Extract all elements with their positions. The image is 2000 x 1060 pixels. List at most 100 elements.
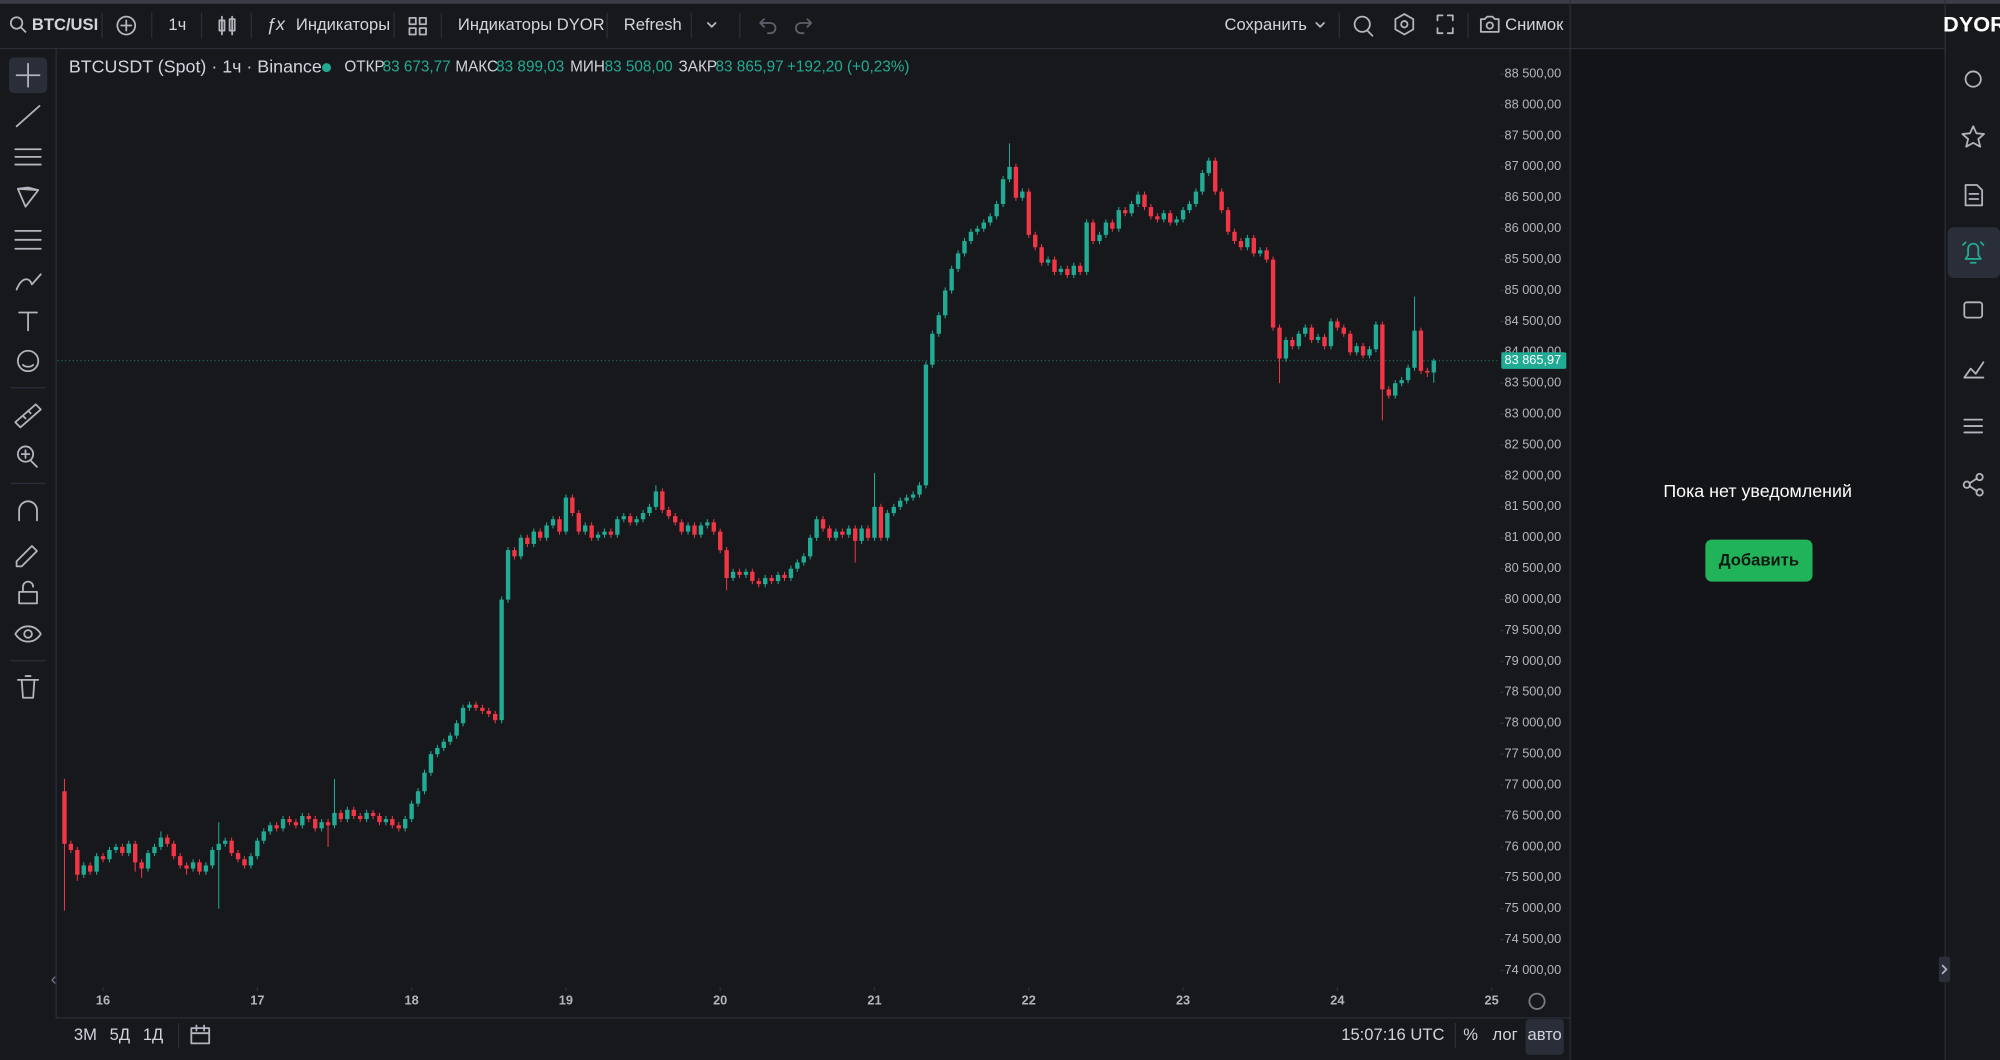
text-tool[interactable] [18, 311, 38, 332]
share-icon[interactable] [1962, 480, 1971, 489]
candle-body [846, 528, 851, 535]
zoom-tool[interactable] [16, 445, 35, 463]
y-tick-label: 78 000,00 [1504, 715, 1561, 730]
candle-body [306, 815, 311, 820]
lock-drawing-tool[interactable] [15, 545, 38, 568]
watchlist-icon[interactable] [1961, 125, 1985, 148]
chart-type-icon[interactable] [218, 15, 236, 36]
search-icon[interactable] [9, 16, 24, 30]
undo-icon[interactable] [759, 18, 777, 35]
list-icon[interactable] [1963, 418, 1984, 434]
candle-body [531, 531, 536, 544]
candle-body [1348, 333, 1353, 353]
log-toggle[interactable]: лог [1493, 1025, 1518, 1044]
close-value: 83 865,97 [716, 59, 784, 76]
interval[interactable]: 1ч [168, 15, 186, 34]
candle-body [1322, 336, 1327, 347]
trendline-tool[interactable] [15, 104, 41, 128]
share-links [1968, 477, 1978, 492]
y-tick-label: 75 500,00 [1504, 869, 1561, 884]
candle-body [1393, 383, 1398, 396]
refresh[interactable]: Refresh [624, 15, 682, 34]
fullscreen-icon[interactable] [1436, 14, 1454, 35]
redo-icon[interactable] [795, 18, 813, 35]
more-chevron[interactable] [707, 22, 717, 28]
candle-body [396, 825, 401, 829]
fib-tool[interactable] [14, 148, 42, 166]
camera-icon[interactable] [1479, 15, 1500, 33]
delete-tool[interactable] [16, 675, 40, 699]
scroll-left[interactable]: ‹ [51, 968, 57, 988]
visibility-tool[interactable] [14, 625, 42, 643]
candle-body [94, 856, 99, 872]
prediction-tool[interactable] [14, 229, 42, 250]
candle-body [364, 812, 369, 820]
range-button[interactable]: 5Д [110, 1025, 130, 1044]
candle-body [544, 525, 549, 538]
candle-body [255, 840, 260, 857]
right-icons [1938, 70, 2000, 983]
candle-body [1360, 346, 1366, 356]
candle-body [1058, 268, 1064, 272]
pattern-tool[interactable] [16, 186, 40, 208]
alert-icon[interactable] [1353, 15, 1371, 33]
candle-body [512, 550, 517, 557]
symbol[interactable]: BTC/USI [32, 15, 98, 34]
candle-body [1412, 330, 1417, 368]
brand[interactable]: DYOR [1943, 11, 2000, 36]
ideas-icon[interactable] [1963, 361, 1985, 379]
save-chevron[interactable] [1315, 22, 1325, 28]
collapse-handle[interactable] [1938, 956, 1951, 983]
settings-icon[interactable] [1394, 13, 1415, 36]
candle-body [1013, 166, 1019, 198]
axis-settings-icon[interactable] [1528, 992, 1546, 1010]
magnet-tool[interactable] [18, 500, 38, 522]
calendar-icon[interactable] [1963, 301, 1984, 319]
add-button-bg[interactable] [1705, 539, 1813, 582]
candle-body [1225, 210, 1231, 232]
candle-body [1071, 265, 1076, 276]
candle-body [113, 846, 119, 850]
range-button[interactable]: 1Д [143, 1025, 163, 1044]
candle-body [428, 754, 434, 773]
ruler-tool[interactable] [14, 403, 42, 429]
brush-tool[interactable] [15, 273, 42, 291]
snapshot[interactable]: Снимок [1505, 15, 1564, 34]
candle-body [640, 513, 646, 520]
y-tick-label: 76 000,00 [1504, 838, 1561, 853]
candle-body [1283, 339, 1289, 359]
candle-body [898, 500, 903, 507]
candle-body [1386, 389, 1391, 396]
candle-body [480, 707, 485, 711]
emoji-tool[interactable] [16, 349, 40, 373]
candle-body [216, 843, 221, 850]
candle-body [1020, 191, 1025, 198]
candle-body [788, 568, 794, 578]
candle-body [1380, 324, 1385, 390]
candle-body [62, 791, 67, 844]
settings-icon[interactable] [1964, 70, 1982, 88]
candle-body [178, 856, 183, 866]
alerts-tab[interactable] [1962, 241, 1985, 264]
auto-toggle[interactable]: авто [1527, 1025, 1561, 1044]
indicators-dyor[interactable]: Индикаторы DYOR [458, 15, 605, 34]
candle-body [1052, 259, 1057, 272]
indicators[interactable]: Индикаторы [296, 15, 390, 34]
percent-toggle[interactable]: % [1463, 1025, 1478, 1044]
low-value: 83 508,00 [605, 59, 673, 76]
layout-icon[interactable] [408, 16, 427, 36]
fx-icon[interactable]: ƒx [266, 14, 286, 34]
y-tick-label: 76 500,00 [1504, 807, 1561, 822]
crosshair-tool[interactable] [15, 62, 41, 88]
lock-tool[interactable] [18, 590, 38, 605]
add-button[interactable]: Добавить [1719, 551, 1799, 570]
candle-body [994, 203, 999, 217]
add-symbol-icon[interactable] [116, 15, 137, 36]
range-button[interactable]: 3М [74, 1025, 97, 1044]
save[interactable]: Сохранить [1224, 15, 1306, 34]
date-range-icon[interactable] [190, 1024, 211, 1045]
candle-body [595, 534, 601, 538]
candle-body [743, 571, 749, 575]
news-icon[interactable] [1964, 184, 1984, 207]
